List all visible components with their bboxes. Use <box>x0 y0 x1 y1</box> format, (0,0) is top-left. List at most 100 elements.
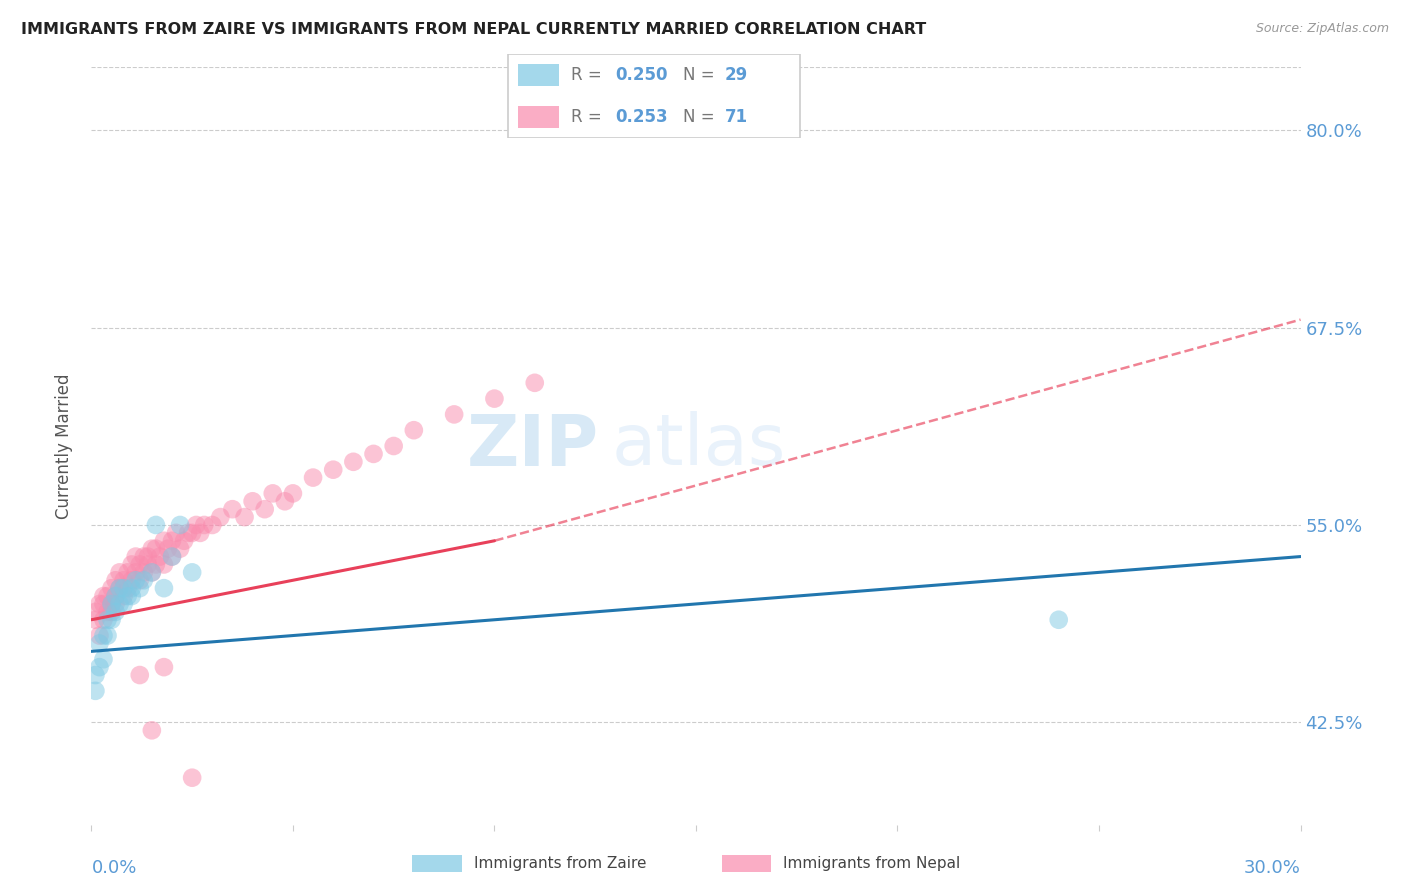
Point <box>233 510 256 524</box>
Point <box>121 581 143 595</box>
Point <box>209 510 232 524</box>
Bar <box>517 63 560 86</box>
Point <box>108 566 131 580</box>
Point <box>145 518 167 533</box>
Point <box>96 589 118 603</box>
Point <box>96 605 118 619</box>
Point <box>121 558 143 572</box>
Text: 71: 71 <box>724 108 748 126</box>
Point <box>153 581 176 595</box>
Point <box>201 518 224 533</box>
Point <box>136 558 159 572</box>
Point <box>112 597 135 611</box>
Point <box>153 660 176 674</box>
Point <box>141 541 163 556</box>
Point <box>104 589 127 603</box>
Point <box>253 502 276 516</box>
Bar <box>412 855 461 872</box>
Point <box>169 518 191 533</box>
Point <box>104 574 127 588</box>
Point <box>93 597 115 611</box>
Point <box>96 613 118 627</box>
Point <box>153 558 176 572</box>
Point <box>141 723 163 738</box>
Point <box>125 566 148 580</box>
Point <box>402 423 425 437</box>
Point <box>100 597 122 611</box>
Text: ZIP: ZIP <box>467 411 599 481</box>
Point <box>100 597 122 611</box>
Point <box>108 597 131 611</box>
Point <box>165 525 187 540</box>
Point <box>121 574 143 588</box>
Point <box>100 613 122 627</box>
Point <box>132 574 155 588</box>
Point <box>181 566 204 580</box>
Text: R =: R = <box>571 108 607 126</box>
Point <box>93 652 115 666</box>
Point <box>128 581 150 595</box>
Point <box>160 549 183 564</box>
Point <box>89 636 111 650</box>
Text: N =: N = <box>683 108 720 126</box>
Point <box>108 581 131 595</box>
Bar <box>517 106 560 128</box>
Point <box>262 486 284 500</box>
Point <box>221 502 243 516</box>
Point <box>84 668 107 682</box>
Point <box>169 541 191 556</box>
Point <box>145 558 167 572</box>
Point <box>93 629 115 643</box>
Point <box>160 549 183 564</box>
Point <box>93 613 115 627</box>
Point <box>84 683 107 698</box>
Point <box>89 660 111 674</box>
Point <box>1047 613 1070 627</box>
Point <box>93 589 115 603</box>
Text: IMMIGRANTS FROM ZAIRE VS IMMIGRANTS FROM NEPAL CURRENTLY MARRIED CORRELATION CHA: IMMIGRANTS FROM ZAIRE VS IMMIGRANTS FROM… <box>21 22 927 37</box>
Text: atlas: atlas <box>612 411 786 481</box>
Point <box>322 463 344 477</box>
Text: 0.250: 0.250 <box>616 66 668 84</box>
Point <box>242 494 264 508</box>
Point <box>117 589 139 603</box>
Point <box>156 541 179 556</box>
Point <box>128 574 150 588</box>
Point <box>89 597 111 611</box>
Point <box>145 541 167 556</box>
Point <box>523 376 546 390</box>
Point <box>141 566 163 580</box>
Point <box>104 589 127 603</box>
Point <box>149 549 172 564</box>
FancyBboxPatch shape <box>508 54 800 138</box>
Text: Source: ZipAtlas.com: Source: ZipAtlas.com <box>1256 22 1389 36</box>
Point <box>342 455 364 469</box>
Point <box>89 629 111 643</box>
Point <box>141 566 163 580</box>
Point <box>84 613 107 627</box>
Point <box>181 771 204 785</box>
Point <box>125 574 148 588</box>
Text: 0.253: 0.253 <box>616 108 668 126</box>
Point <box>443 408 465 422</box>
Text: N =: N = <box>683 66 720 84</box>
Point <box>160 533 183 548</box>
Point <box>363 447 385 461</box>
Point <box>125 549 148 564</box>
Point <box>128 558 150 572</box>
Point <box>132 566 155 580</box>
Point <box>108 581 131 595</box>
Point <box>96 629 118 643</box>
Point <box>274 494 297 508</box>
Point <box>181 525 204 540</box>
Point <box>132 549 155 564</box>
Point <box>121 589 143 603</box>
Point <box>484 392 506 406</box>
Point <box>104 605 127 619</box>
Point <box>100 581 122 595</box>
Text: R =: R = <box>571 66 607 84</box>
Point <box>104 597 127 611</box>
Point <box>173 533 195 548</box>
Point <box>153 533 176 548</box>
Text: 0.0%: 0.0% <box>91 859 136 877</box>
